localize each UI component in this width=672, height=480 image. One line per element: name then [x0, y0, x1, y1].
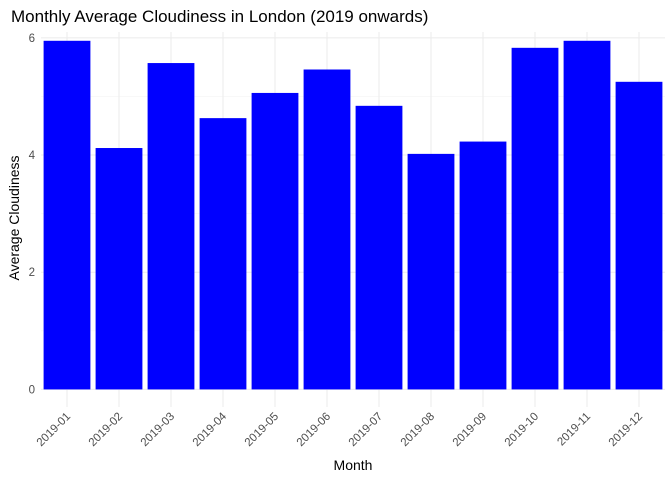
bar	[251, 92, 299, 390]
x-tick-label: 2019-05	[243, 411, 281, 449]
x-tick-label: 2019-02	[87, 411, 125, 449]
x-axis-title: Month	[334, 457, 373, 473]
bar	[563, 40, 611, 390]
x-tick-label: 2019-10	[503, 411, 541, 449]
x-tick-label: 2019-08	[399, 411, 437, 449]
x-tick-label: 2019-09	[451, 411, 489, 449]
x-tick-label: 2019-04	[191, 410, 230, 449]
y-tick-label: 6	[29, 33, 35, 45]
x-tick-label: 2019-06	[295, 411, 333, 449]
bar	[459, 141, 507, 390]
x-tick-label: 2019-07	[347, 411, 385, 449]
chart-title: Monthly Average Cloudiness in London (20…	[11, 7, 428, 26]
bar	[511, 47, 559, 390]
bar	[355, 105, 403, 390]
y-tick-label: 2	[29, 267, 35, 279]
x-tick-label: 2019-03	[139, 411, 177, 449]
x-tick-label: 2019-12	[607, 411, 645, 449]
bar	[43, 40, 91, 390]
bar	[615, 81, 663, 390]
bar	[147, 63, 195, 390]
bar	[407, 153, 455, 390]
bars-layer	[43, 40, 663, 390]
y-tick-labels: 0 2 4 6	[29, 33, 36, 397]
bar	[303, 69, 351, 390]
y-axis-title: Average Cloudiness	[6, 155, 22, 280]
x-tick-label: 2019-11	[555, 411, 593, 449]
x-tick-labels: 2019-01 2019-02 2019-03 2019-04 2019-05 2019-…	[35, 410, 645, 449]
bar	[95, 148, 143, 390]
y-tick-label: 0	[29, 384, 35, 396]
bar	[199, 118, 247, 390]
y-tick-label: 4	[29, 150, 36, 162]
x-tick-label: 2019-01	[35, 411, 73, 449]
